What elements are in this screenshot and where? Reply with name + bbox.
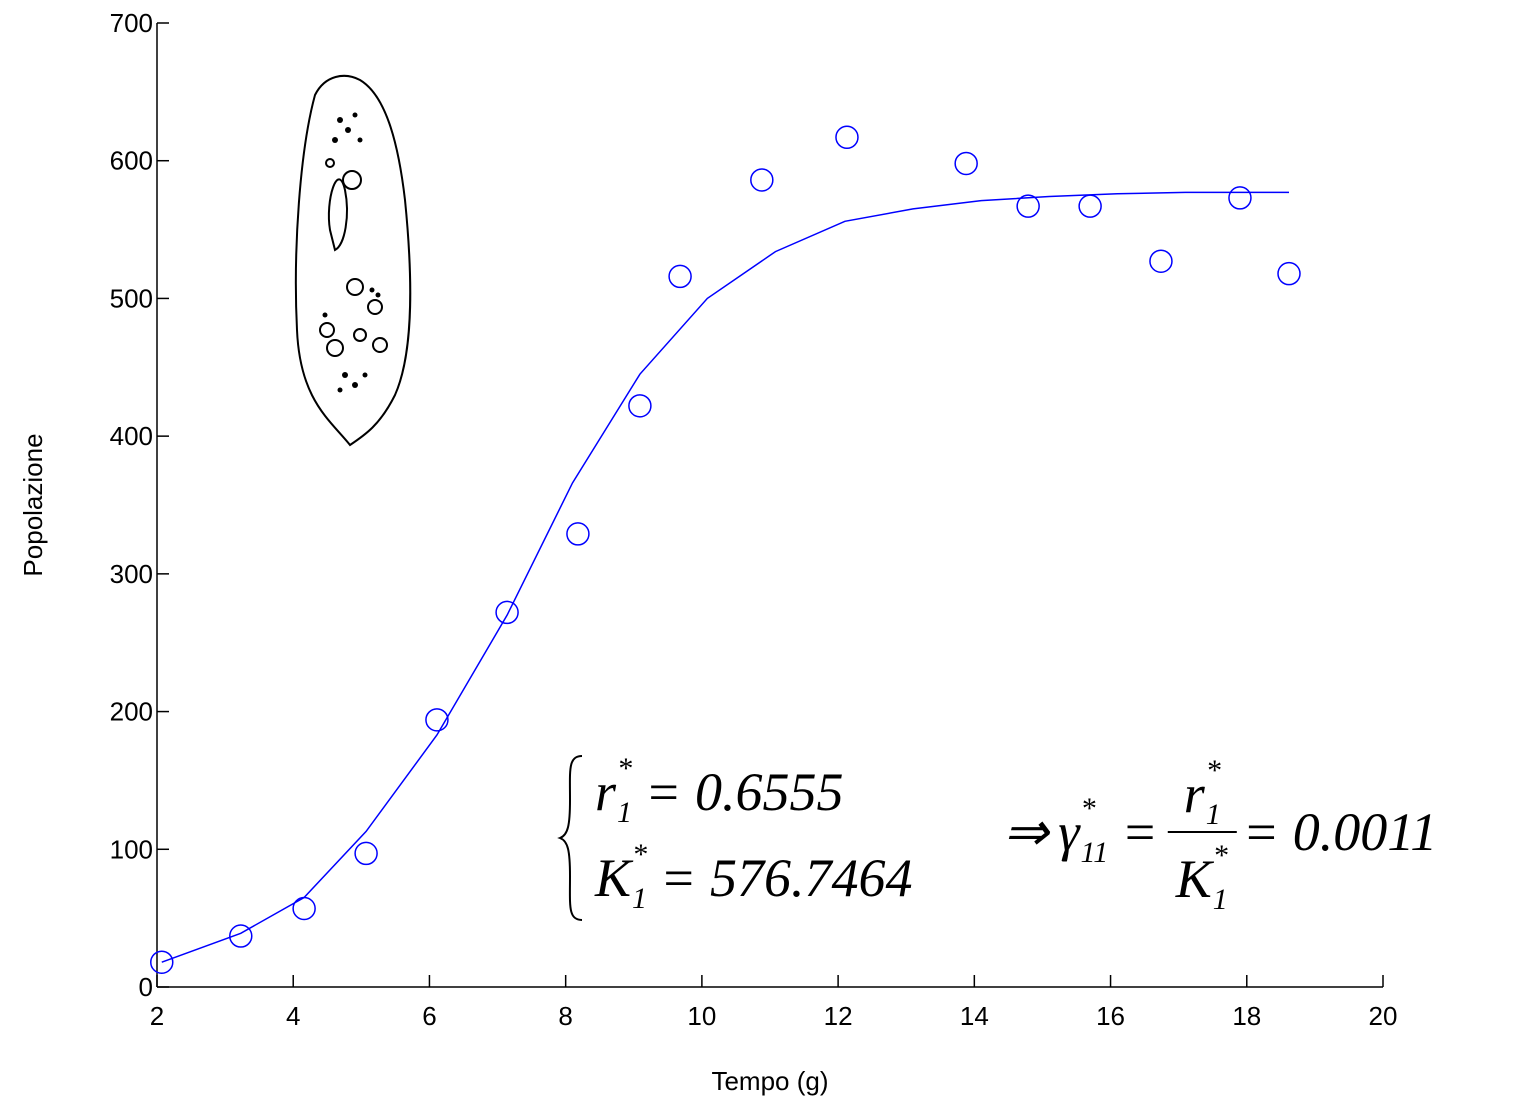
y-tick-label: 0 (139, 972, 153, 1002)
data-point (668, 264, 692, 289)
eq-symbol: K (1175, 849, 1215, 909)
eq-superscript: * (617, 752, 632, 785)
data-point (425, 708, 449, 732)
x-tick-label: 16 (1096, 1001, 1125, 1031)
eq-subscript: 1 (1213, 883, 1228, 916)
data-point (1078, 194, 1102, 218)
data-point (566, 522, 590, 546)
x-tick-label: 12 (824, 1001, 853, 1031)
data-point (150, 950, 174, 974)
data-point (1228, 186, 1252, 210)
x-tick-label: 20 (1369, 1001, 1398, 1031)
data-point (354, 841, 378, 866)
x-axis-label: Tempo (g) (711, 1066, 828, 1096)
data-point (628, 394, 652, 418)
y-tick-label: 400 (110, 421, 153, 451)
data-point (292, 896, 316, 921)
y-tick-label: 100 (110, 834, 153, 864)
equation-brace (557, 755, 583, 921)
eq-superscript: * (632, 838, 647, 871)
data-point (954, 151, 978, 176)
eq-subscript: 1 (1206, 798, 1221, 831)
x-tick-label: 10 (687, 1001, 716, 1031)
eq-rhs: = 0.0011 (1243, 802, 1437, 862)
x-tick-label: 6 (422, 1001, 436, 1031)
y-tick-label: 600 (110, 146, 153, 176)
eq-symbol: K (594, 848, 634, 908)
data-point (495, 600, 519, 625)
y-tick-label: 300 (110, 559, 153, 589)
x-tick-label: 14 (960, 1001, 989, 1031)
data-point (1016, 194, 1040, 218)
eq-subscript: 1 (617, 796, 632, 829)
x-tick-label: 8 (558, 1001, 572, 1031)
eq-symbol: γ (1058, 802, 1081, 862)
x-tick-label: 4 (286, 1001, 300, 1031)
eq-subscript: 11 (1081, 836, 1109, 869)
eq-rhs: = 576.7464 (660, 848, 912, 908)
data-point (229, 924, 253, 948)
y-axis-label: Popolazione (18, 433, 48, 576)
fit-line (161, 191, 1290, 963)
eq-rhs: = 0.6555 (645, 762, 843, 822)
y-tick-label: 700 (110, 8, 153, 38)
x-tick-label: 18 (1232, 1001, 1261, 1031)
y-tick-label: 500 (110, 283, 153, 313)
eq-symbol: r (595, 762, 617, 822)
data-point (1149, 249, 1173, 273)
eq-equals: = (1121, 802, 1157, 862)
paramecium-illustration (294, 74, 412, 447)
data-point (835, 125, 859, 150)
data-point (750, 168, 774, 192)
eq-superscript: * (1206, 754, 1221, 787)
eq-arrow: ⇒ (1003, 802, 1051, 862)
eq-superscript: * (1213, 839, 1228, 872)
eq-subscript: 1 (632, 882, 647, 915)
data-point (1277, 261, 1301, 286)
y-tick-label: 200 (110, 697, 153, 727)
x-tick-label: 2 (150, 1001, 164, 1031)
eq-superscript: * (1081, 792, 1096, 825)
eq-symbol: r (1184, 764, 1206, 824)
